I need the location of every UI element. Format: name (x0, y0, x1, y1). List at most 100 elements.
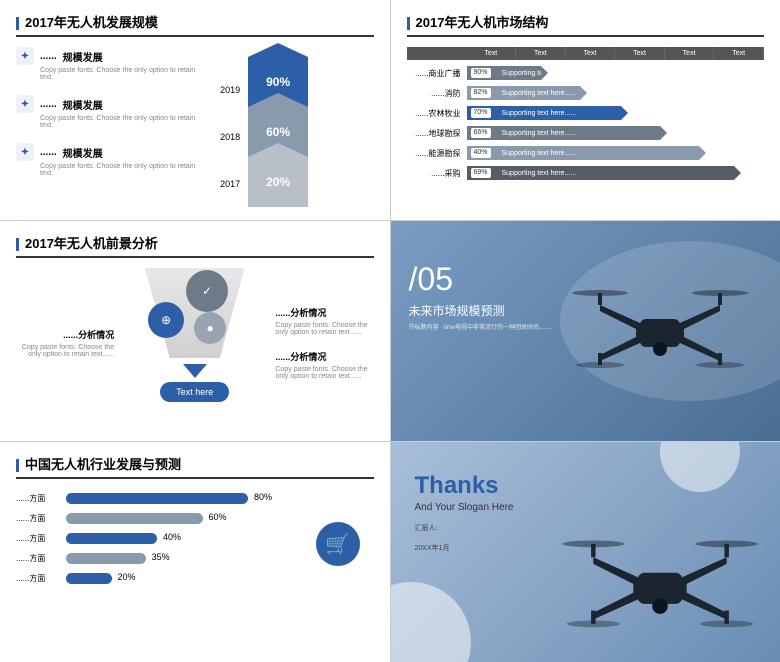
pct-label: 70% (471, 108, 491, 118)
down-arrow-icon (183, 364, 207, 378)
bar: 82% Supporting text here...... (467, 86, 580, 100)
bar-text: Supporting text here...... (502, 150, 577, 157)
section-number: /05 (409, 261, 551, 298)
pct-label: 66% (471, 128, 491, 138)
pct-label: 35% (152, 552, 170, 562)
row-label: ......消防 (407, 88, 467, 99)
bar (66, 493, 248, 504)
bar: 69% Supporting text here...... (467, 166, 735, 180)
year-axis: 2019 2018 2017 (220, 67, 240, 207)
bar-label: ......方面 (16, 553, 66, 564)
circle-icon: ● (194, 312, 226, 344)
date-label: 20XX年1月 (415, 543, 514, 553)
bar-label: ......方面 (16, 533, 66, 544)
analysis-sub: Copy paste fonts. Choose the only option… (16, 344, 114, 358)
item-label: 规模发展 (63, 49, 103, 64)
slide-1: 2017年无人机发展规模 ✦......规模发展 Copy paste font… (0, 0, 390, 220)
table-row: ......能源勘探 40% Supporting text here.....… (407, 146, 765, 160)
drone-icon (570, 275, 750, 387)
text-button[interactable]: Text here (160, 382, 229, 402)
bar-label: ......方面 (16, 513, 66, 524)
pct-label: 82% (471, 88, 491, 98)
table-header: Text Text Text Text Text Text (407, 47, 765, 60)
pct-label: 60% (209, 512, 227, 522)
pct-label: 80% (254, 492, 272, 502)
bar-row: ......方面 60% (16, 513, 294, 524)
bar-text: Supporting text here...... (502, 70, 577, 77)
analysis-title: ......分析情况 (275, 306, 373, 319)
bar: 66% Supporting text here...... (467, 126, 660, 140)
row-label: ......商业广播 (407, 68, 467, 79)
list-item: ✦......规模发展 Copy paste fonts. Choose the… (16, 95, 200, 129)
section-title: 未来市场规模预测 (409, 302, 551, 319)
cart-icon: 🛒 (316, 522, 360, 566)
thanks-title: Thanks (415, 472, 514, 500)
year-label: 2019 (220, 85, 240, 95)
analysis-right: ......分析情况 Copy paste fonts. Choose the … (275, 306, 373, 380)
bg-circle (391, 582, 471, 662)
analysis-sub: Copy paste fonts. Choose the only option… (275, 322, 373, 336)
pct-label: 40% (471, 148, 491, 158)
slide-3: 2017年无人机前景分析 ......分析情况 Copy paste fonts… (0, 221, 390, 441)
list-item: ✦......规模发展 Copy paste fonts. Choose the… (16, 47, 200, 81)
row-label: ......采购 (407, 168, 467, 179)
table-row: ......消防 82% Supporting text here...... (407, 86, 765, 100)
section-sub: 节标题内容 · time电视中非常流行的一种团体时尚....... (409, 322, 551, 331)
item-label: 规模发展 (63, 97, 103, 112)
bar (66, 553, 146, 564)
pct-label: 40% (163, 532, 181, 542)
item-icon: ✦ (16, 47, 34, 65)
row-label: ......能源勘探 (407, 148, 467, 159)
bar: 40% Supporting text here...... (467, 146, 699, 160)
bar-text: Supporting text here...... (502, 170, 577, 177)
bg-circle (660, 442, 740, 492)
slide-5-title: 中国无人机行业发展与预测 (16, 454, 374, 479)
bar-row: ......方面 80% (16, 493, 294, 504)
row-label: ......农林牧业 (407, 108, 467, 119)
table-row: ......商业广播 90% Supporting text here.....… (407, 66, 765, 80)
slide-6: Thanks And Your Slogan Here 汇报人: 20XX年1月 (391, 442, 780, 662)
table-row: ......农林牧业 70% Supporting text here.....… (407, 106, 765, 120)
item-label: 规模发展 (63, 145, 103, 160)
header-cell: Text (516, 47, 566, 60)
analysis-sub: Copy paste fonts. Choose the only option… (275, 366, 373, 380)
year-label: 2018 (220, 132, 240, 142)
pct-label: 90% (471, 68, 491, 78)
bar-text: Supporting text here...... (502, 110, 577, 117)
slide-4: /05 未来市场规模预测 节标题内容 · time电视中非常流行的一种团体时尚.… (391, 221, 780, 441)
header-cell: Text (566, 47, 616, 60)
item-sub: Copy paste fonts. Choose the only option… (40, 163, 200, 177)
slide-1-list: ✦......规模发展 Copy paste fonts. Choose the… (16, 47, 200, 207)
slide-1-title: 2017年无人机发展规模 (16, 12, 374, 37)
table-row: ......地球勘探 66% Supporting text here.....… (407, 126, 765, 140)
bar-text: Supporting text here...... (502, 130, 577, 137)
header-cell: Text (615, 47, 665, 60)
circle-icon: ⊕ (148, 302, 184, 338)
bar (66, 573, 112, 584)
bar-row: ......方面 20% (16, 573, 294, 584)
bar-label: ......方面 (16, 573, 66, 584)
row-label: ......地球勘探 (407, 128, 467, 139)
year-label: 2017 (220, 179, 240, 189)
header-cell: Text (665, 47, 715, 60)
bar-text: Supporting text here...... (502, 90, 577, 97)
bar-label: ......方面 (16, 493, 66, 504)
header-cell: Text (714, 47, 764, 60)
analysis-title: ......分析情况 (16, 328, 114, 341)
bar-row: ......方面 40% (16, 533, 294, 544)
bar: 70% Supporting text here...... (467, 106, 622, 120)
bar (66, 533, 157, 544)
slide-2-title: 2017年无人机市场结构 (407, 12, 765, 37)
funnel-diagram: Text here ✓⊕ ● (126, 268, 263, 418)
slide-5: 中国无人机行业发展与预测 ......方面 80% ......方面 60% .… (0, 442, 390, 662)
drone-icon (560, 520, 760, 652)
item-sub: Copy paste fonts. Choose the only option… (40, 67, 200, 81)
item-sub: Copy paste fonts. Choose the only option… (40, 115, 200, 129)
presenter-label: 汇报人: (415, 523, 514, 533)
bar: 90% Supporting text here...... (467, 66, 541, 80)
item-icon: ✦ (16, 95, 34, 113)
circle-icon: ✓ (186, 270, 228, 312)
header-cell: Text (467, 47, 517, 60)
slogan-text: And Your Slogan Here (415, 502, 514, 513)
slide-3-title: 2017年无人机前景分析 (16, 233, 374, 258)
